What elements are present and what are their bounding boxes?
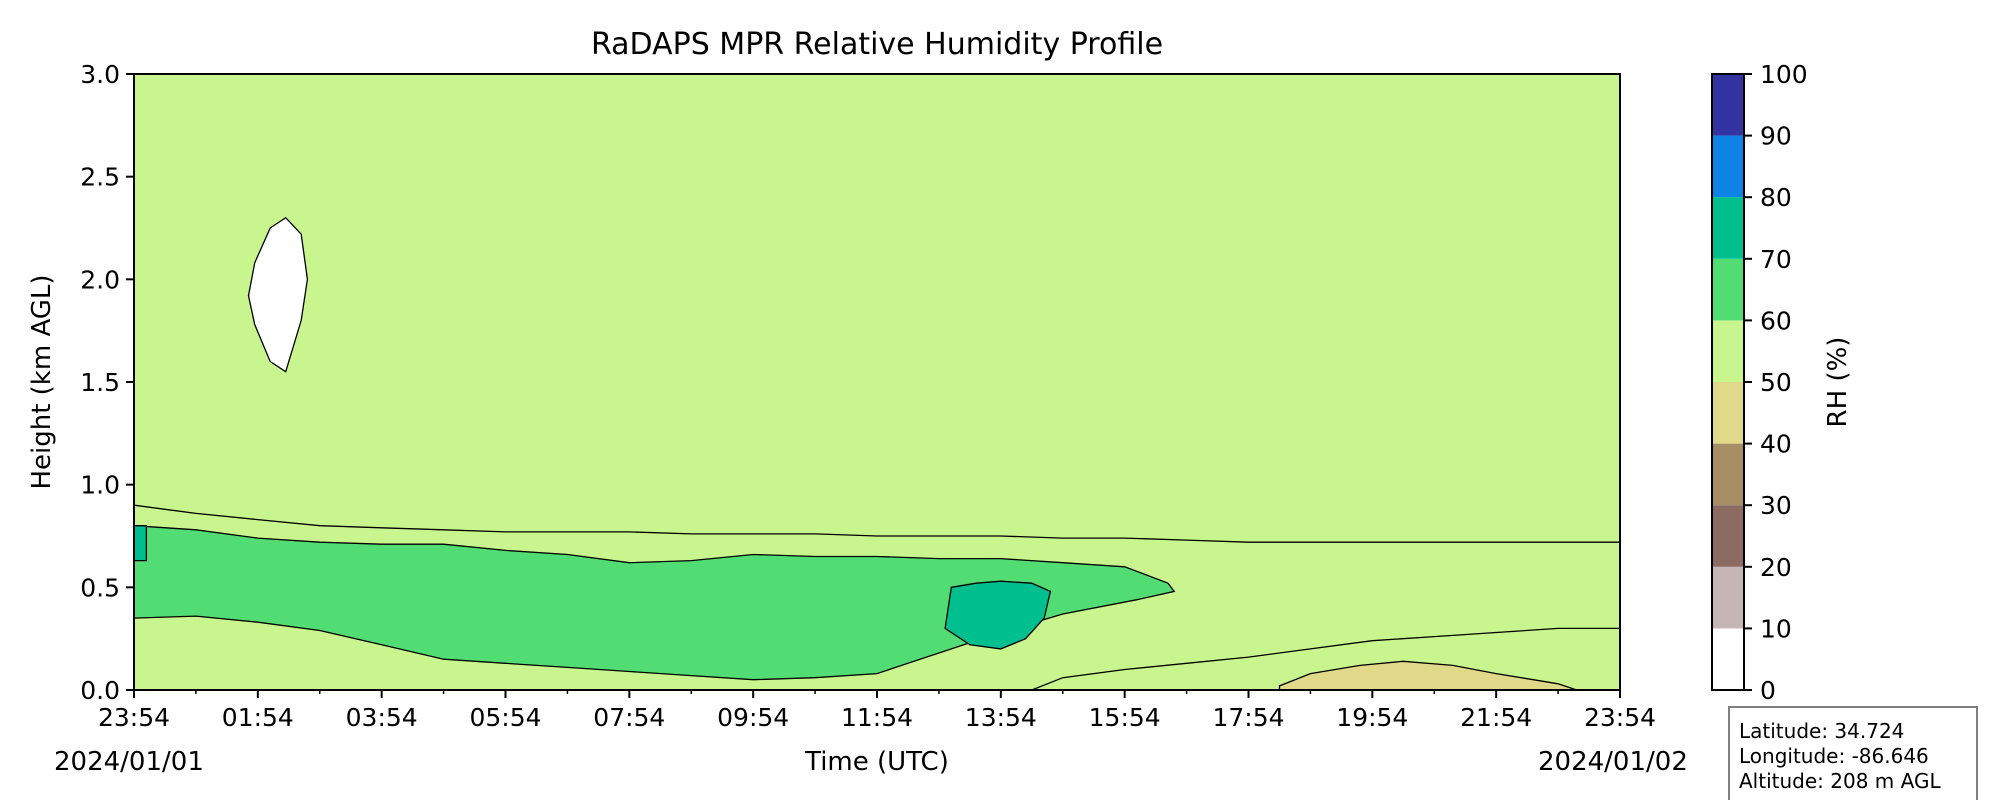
colorbar-segment — [1712, 135, 1744, 198]
colorbar-frame — [1711, 73, 1745, 691]
colorbar-segment — [1712, 320, 1744, 382]
info-longitude: Longitude: -86.646 — [1739, 744, 1929, 768]
y-tick-label: 2.0 — [80, 265, 120, 294]
x-tick-label: 21:54 — [1460, 703, 1532, 732]
x-axis: 23:54 01:54 03:54 05:54 07:54 09:54 11:54 13:54… — [98, 690, 1656, 732]
colorbar-label: RH (%) — [1823, 337, 1853, 428]
colorbar-segment — [1712, 566, 1744, 629]
x-tick-label: 07:54 — [593, 703, 665, 732]
contour-layer — [134, 74, 1620, 690]
info-box-frame — [1728, 706, 1978, 804]
colorbar-segment — [1712, 258, 1744, 321]
x-tick-label: 19:54 — [1336, 703, 1408, 732]
x-tick-label: 13:54 — [965, 703, 1037, 732]
x-tick-label: 23:54 — [1584, 703, 1656, 732]
colorbar-tick-label: 100 — [1760, 60, 1808, 89]
rh-contour-region-50-5 — [134, 74, 1620, 543]
y-tick-label: 0.0 — [80, 676, 120, 705]
y-tick-label: 2.5 — [80, 163, 120, 192]
colorbar-tick-label: 30 — [1760, 491, 1792, 520]
colorbar-tick-label: 20 — [1760, 553, 1792, 582]
start-date: 2024/01/01 — [54, 747, 204, 777]
rh-contour-region-60-6 — [134, 525, 1176, 681]
y-tick-label: 1.0 — [80, 471, 120, 500]
y-tick-label: 1.5 — [80, 368, 120, 397]
end-date: 2024/01/02 — [1538, 747, 1688, 777]
colorbar-tick-label: 90 — [1760, 122, 1792, 151]
colorbar-tick-label: 40 — [1760, 430, 1792, 459]
x-tick-label: 11:54 — [841, 703, 913, 732]
colorbar-segment — [1712, 443, 1744, 506]
colorbar: 0 10 20 30 40 50 60 70 80 90 100 — [1712, 60, 1808, 705]
colorbar-tick-label: 50 — [1760, 368, 1792, 397]
colorbar-segment — [1712, 382, 1744, 444]
colorbar-tick-label: 60 — [1760, 306, 1792, 335]
colorbar-segment — [1712, 628, 1744, 690]
colorbar-tick-label: 0 — [1760, 676, 1776, 705]
colorbar-tick-label: 70 — [1760, 245, 1792, 274]
info-box: Latitude: 34.724 Longitude: -86.646 Alti… — [1728, 706, 1978, 804]
chart-title: RaDAPS MPR Relative Humidity Profile — [591, 27, 1163, 62]
colorbar-segment — [1712, 74, 1744, 136]
colorbar-tick-label: 10 — [1760, 614, 1792, 643]
info-altitude: Altitude: 208 m AGL — [1739, 769, 1941, 793]
info-latitude: Latitude: 34.724 — [1739, 719, 1904, 743]
y-axis: 0.0 0.5 1.0 1.5 2.0 2.5 3.0 — [80, 60, 134, 705]
rh-contour-region-70-8 — [134, 525, 148, 562]
x-tick-label: 15:54 — [1089, 703, 1161, 732]
x-tick-label: 05:54 — [469, 703, 541, 732]
x-tick-label: 01:54 — [222, 703, 294, 732]
y-axis-label: Height (km AGL) — [27, 274, 57, 489]
x-tick-label: 17:54 — [1212, 703, 1284, 732]
y-tick-label: 3.0 — [80, 60, 120, 89]
x-tick-label: 03:54 — [346, 703, 418, 732]
colorbar-segment — [1712, 505, 1744, 567]
colorbar-segment — [1712, 197, 1744, 259]
plot-area — [134, 74, 1620, 690]
colorbar-tick-label: 80 — [1760, 183, 1792, 212]
rh-contour-region-70-7 — [944, 580, 1052, 650]
y-tick-label: 0.5 — [80, 573, 120, 602]
x-axis-label: Time (UTC) — [804, 747, 949, 777]
rh-contour-region-0-11 — [247, 216, 309, 373]
rh-contour-region-40-10 — [1278, 660, 1577, 690]
x-tick-label: 23:54 — [98, 703, 170, 732]
x-tick-label: 09:54 — [717, 703, 789, 732]
